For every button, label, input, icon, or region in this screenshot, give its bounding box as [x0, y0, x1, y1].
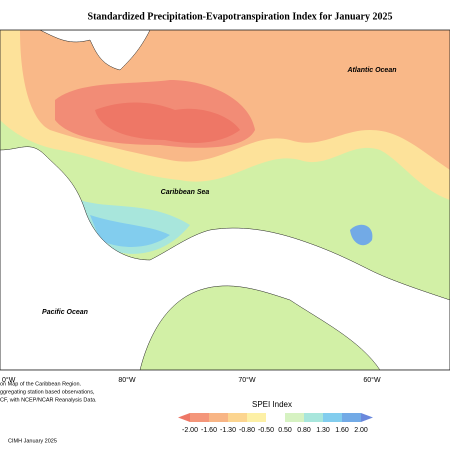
- legend-tick-label: -0.80: [239, 427, 255, 434]
- colorbar-end: [361, 413, 373, 422]
- ocean-label: Caribbean Sea: [161, 189, 210, 196]
- note: ggregating station based observations,: [0, 389, 95, 395]
- longitude-label: 0°W: [2, 376, 16, 384]
- colorbar-segment: [209, 413, 228, 422]
- colorbar-segment: [266, 413, 285, 422]
- legend-tick-label: -1.30: [220, 427, 236, 434]
- colorbar-segment: [285, 413, 304, 422]
- note: CF, with NCEP/NCAR Reanalysis Data.: [0, 397, 97, 403]
- colorbar-segment: [228, 413, 247, 422]
- legend-tick-label: 0.50: [278, 427, 292, 434]
- colorbar-segment: [247, 413, 266, 422]
- longitude-label: 70°W: [238, 376, 256, 384]
- legend-tick-label: -2.00: [182, 427, 198, 434]
- legend-tick-label: -0.50: [258, 427, 274, 434]
- footer: CIMH January 2025: [8, 438, 57, 444]
- colorbar-segment: [323, 413, 342, 422]
- map-title: Standardized Precipitation-Evapotranspir…: [88, 11, 393, 22]
- legend: -2.00 -1.60 -1.30 -0.80 -0.50 0.50 0.80 1.30 1.6…: [178, 413, 373, 434]
- legend-tick-label: -1.60: [201, 427, 217, 434]
- ocean-label: Pacific Ocean: [42, 309, 88, 316]
- legend-tick-label: 1.30: [316, 427, 330, 434]
- legend-tick-label: 2.00: [354, 427, 368, 434]
- note: on Map of the Caribbean Region.: [0, 381, 81, 387]
- legend-tick-label: 1.60: [335, 427, 349, 434]
- map: Atlantic Ocean Caribbean Sea Pacific Oce…: [0, 29, 450, 384]
- colorbar-end: [178, 413, 190, 422]
- colorbar-segment: [304, 413, 323, 422]
- ocean-label: Atlantic Ocean: [346, 67, 396, 74]
- longitude-label: 80°W: [118, 376, 136, 384]
- longitude-label: 60°W: [363, 376, 381, 384]
- legend-tick-label: 0.80: [297, 427, 311, 434]
- colorbar-segment: [342, 413, 361, 422]
- legend-title: SPEI Index: [252, 400, 292, 409]
- colorbar-segment: [190, 413, 209, 422]
